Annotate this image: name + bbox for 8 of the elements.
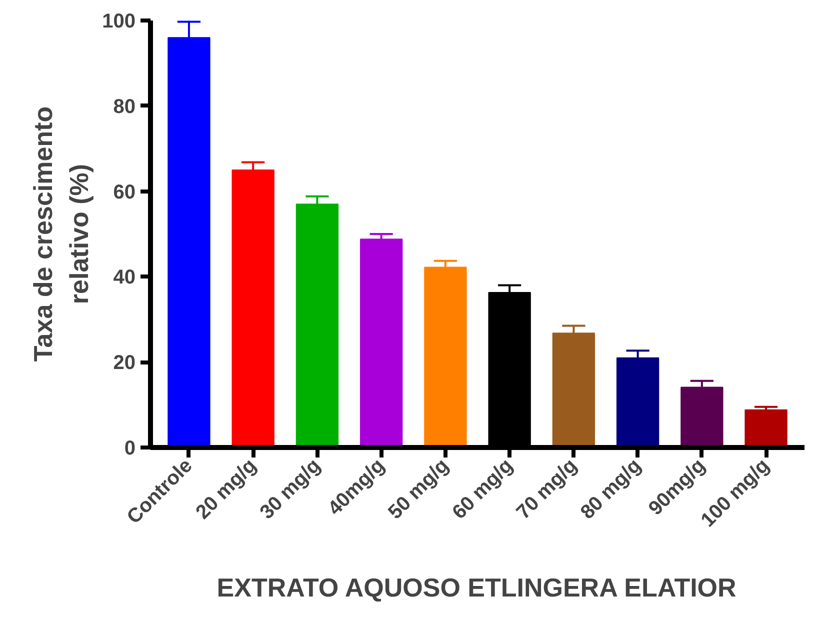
y-tick-label: 100 [102,10,136,32]
y-tick-label: 40 [113,266,136,289]
y-axis-title: Taxa de crescimento relativo (%) [28,106,94,362]
x-axis-title: EXTRATO AQUOSO ETLINGERA ELATIOR [216,572,737,602]
y-tick-label: 80 [113,96,136,118]
y-tick-label: 20 [113,352,136,374]
y-tick-label: 60 [113,181,136,204]
y-tick-label: 0 [124,438,136,460]
